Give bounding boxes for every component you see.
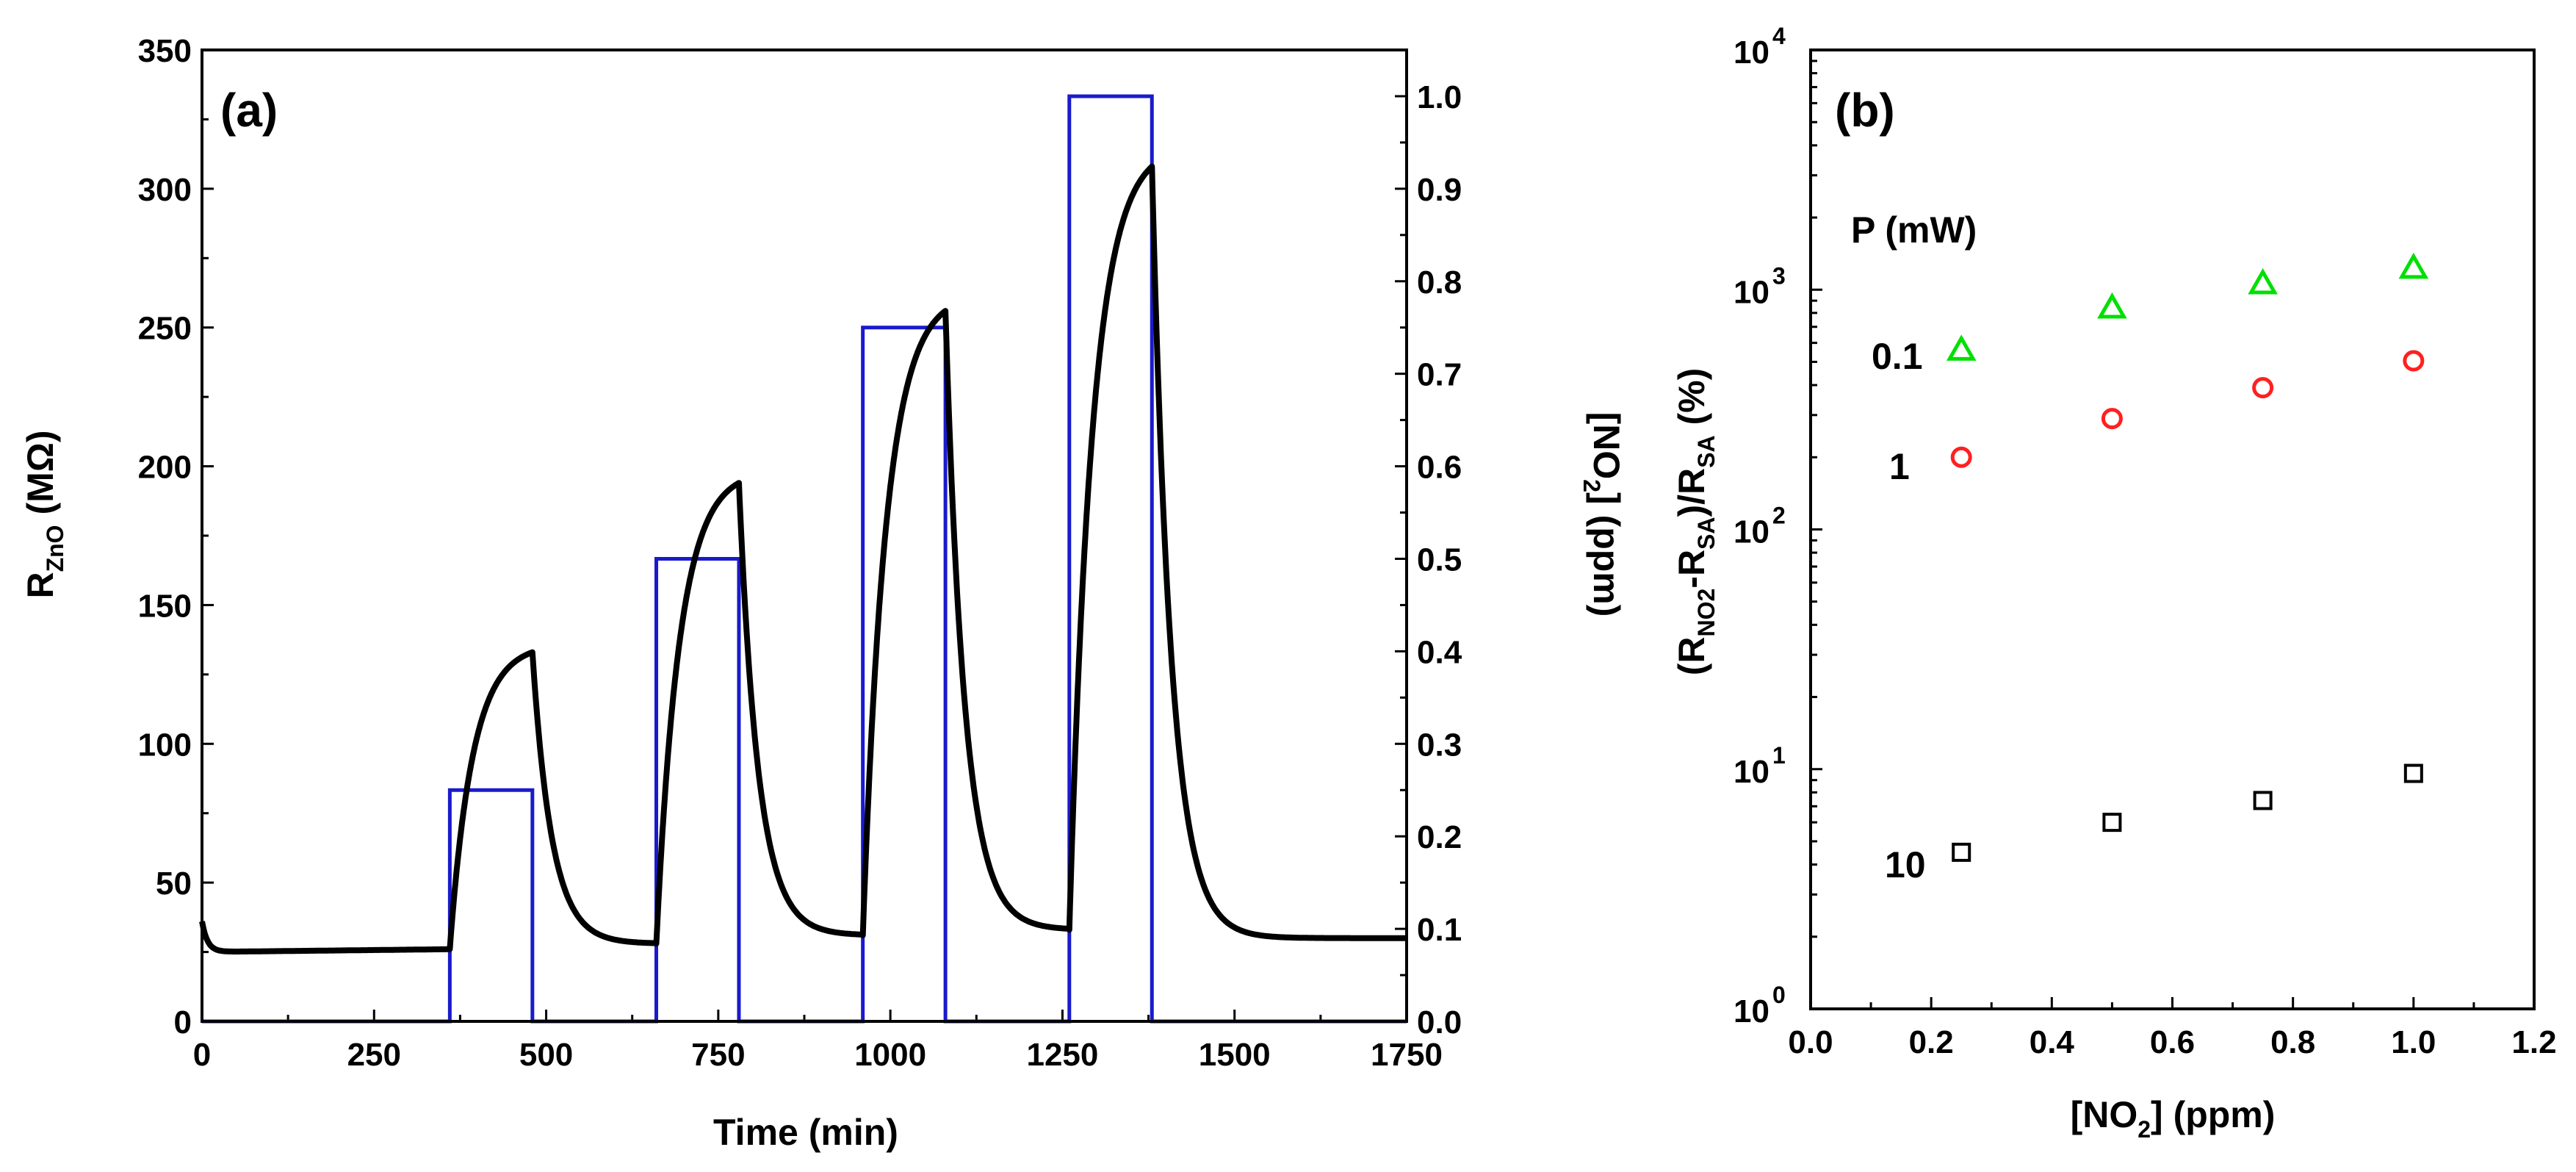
x-tick-label-b: 1.0 [2391,1024,2436,1060]
xlabel-b-tail: ] (ppm) [2151,1094,2275,1135]
y2-tick-label-a: 0.8 [1417,265,1462,301]
marker-square-10mw [2102,813,2122,833]
y-tick-exponent-b: 2 [1772,503,1786,529]
y-tick-exponent-b: 0 [1772,982,1786,1008]
x-tick-label-a: 0 [193,1037,211,1073]
x-tick-label-b: 0.2 [1909,1024,1954,1060]
x-tick-label-a: 250 [347,1037,401,1073]
y2-tick-label-a: 0.4 [1417,634,1462,670]
marker-square-10mw [1952,842,1971,862]
plot-a: 0 250 500 750 1000 1250 1500 1750 0 50 100 150 200 25… [138,33,1462,1073]
ylabel-b-p2: -R [1671,550,1712,589]
ylabel-a-sub: ZnO [42,525,68,572]
y-tick-label-b: 10 [1733,274,1769,310]
panel-b-label: (b) [1835,84,1895,137]
ylabel-b-p4: (%) [1671,368,1712,436]
marker-circle-1mw [2101,408,2123,430]
y-tick-exponent-b: 4 [1772,23,1786,49]
y2label-a-head: [NO [1586,412,1627,480]
marker-circle-1mw [2252,377,2274,399]
y-tick-label-a: 150 [138,588,192,624]
legend-label-0-1mw: 0.1 [1872,336,1923,377]
marker-circle-1mw [2403,350,2425,372]
y2-tick-label-a: 0.7 [1417,357,1462,393]
y2-tick-label-a: 0.1 [1417,912,1462,948]
y-tick-label-b: 10 [1733,993,1769,1029]
y-tick-label-a: 300 [138,172,192,208]
x-tick-label-a: 1000 [854,1037,926,1073]
panel-a: 0 250 500 750 1000 1250 1500 1750 0 50 100 150 200 25… [20,33,1627,1153]
panel-b-x-axis-title: [NO2] (ppm) [2071,1094,2276,1143]
y2-tick-label-a: 0.0 [1417,1004,1462,1040]
marker-triangle-0-1mw [2398,252,2429,279]
x-tick-label-b: 0.8 [2270,1024,2315,1060]
y-tick-exponent-b: 3 [1772,262,1786,289]
y-tick-label-a: 250 [138,311,192,347]
ylabel-b-p3: )/R [1671,468,1712,517]
x-tick-label-b: 1.2 [2511,1024,2556,1060]
x-tick-label-a: 500 [519,1037,573,1073]
panel-a-y-axis-title: RZnO (MΩ) [20,430,68,598]
ylabel-b-s1: NO2 [1693,589,1720,637]
x-tick-label-a: 750 [691,1037,745,1073]
ylabel-a-base: R [20,572,61,598]
y2label-a-sub: 2 [1579,479,1605,492]
marker-square-10mw [2253,791,2273,810]
marker-square-10mw [2403,763,2423,783]
y2-tick-label-a: 0.6 [1417,450,1462,486]
legend-label-1mw: 1 [1889,446,1910,487]
y-tick-label-a: 200 [138,450,192,486]
y2-tick-label-a: 0.9 [1417,172,1462,208]
legend-title: P (mW) [1851,209,1977,251]
y-tick-label-b: 10 [1733,35,1769,71]
x-tick-label-a: 1750 [1371,1037,1443,1073]
x-tick-label-a: 1500 [1199,1037,1271,1073]
xlabel-b-sub: 2 [2137,1116,2151,1143]
ylabel-b-p1: (R [1671,637,1712,676]
ylabel-a-tail: (MΩ) [20,430,61,525]
ylabel-b-s3: SA [1693,435,1720,467]
ylabel-b-s2: SA [1693,517,1720,549]
y-tick-label-b: 10 [1733,754,1769,790]
marker-triangle-0-1mw [2097,292,2127,319]
panel-b-y-axis-title: (RNO2-RSA)/RSA (%) [1671,368,1720,676]
plot-frame-a [201,48,1408,1023]
y2-tick-label-a: 0.3 [1417,727,1462,763]
panel-a-label: (a) [220,84,278,137]
y-tick-label-b: 10 [1733,514,1769,550]
x-tick-label-b: 0.6 [2150,1024,2195,1060]
y2label-a-tail: ] (ppm) [1586,492,1627,616]
marker-circle-1mw [1950,446,1972,468]
x-tick-label-b: 0.0 [1788,1024,1833,1060]
y-tick-label-a: 100 [138,727,192,763]
no2-step-line [202,94,1407,1024]
panel-a-right-axis-title: [NO2] (ppm) [1579,412,1627,617]
y2-tick-label-a: 0.5 [1417,542,1462,578]
marker-triangle-0-1mw [2248,267,2278,295]
y2-tick-label-a: 0.2 [1417,819,1462,855]
panel-a-x-axis-title: Time (min) [713,1112,898,1153]
x-tick-label-a: 1250 [1026,1037,1098,1073]
legend-label-10mw: 10 [1885,844,1926,885]
resistance-curve [199,163,1408,955]
y-tick-label-a: 0 [174,1004,192,1040]
y-tick-exponent-b: 1 [1772,742,1786,769]
y-tick-label-a: 350 [138,33,192,69]
plot-frame-b [1809,48,2536,1010]
y2-tick-label-a: 1.0 [1417,79,1462,115]
x-tick-label-b: 0.4 [2030,1024,2075,1060]
marker-triangle-0-1mw [1946,334,1977,361]
y-tick-label-a: 50 [156,866,192,902]
xlabel-b-head: [NO [2071,1094,2138,1135]
